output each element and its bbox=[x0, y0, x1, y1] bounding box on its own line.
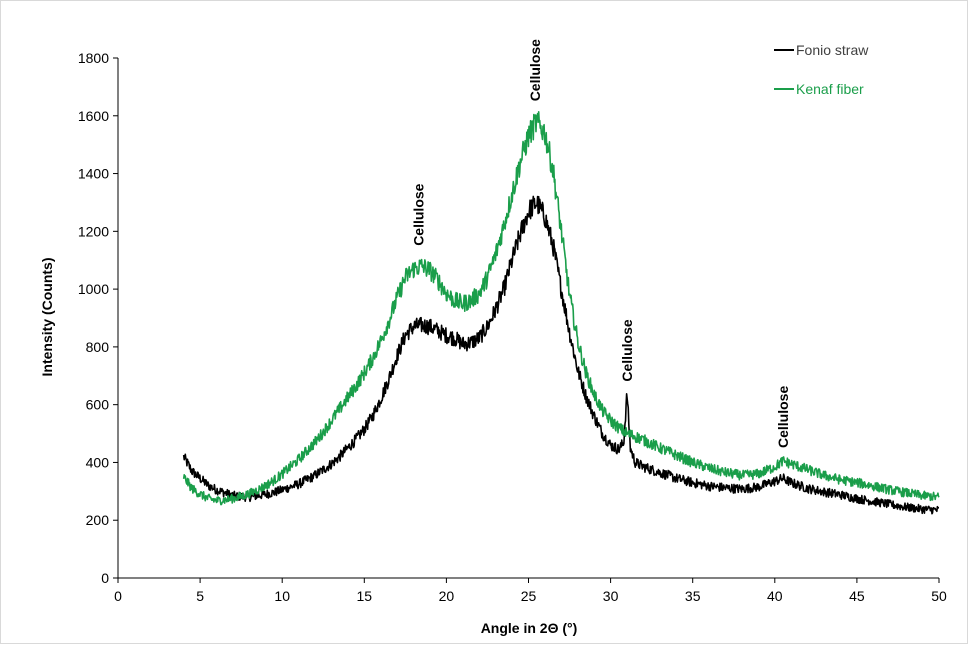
x-tick-label: 20 bbox=[439, 588, 455, 604]
x-tick-label: 15 bbox=[357, 588, 373, 604]
annotation-label: Cellulose bbox=[411, 183, 427, 245]
x-axis-title: Angle in 2Θ (°) bbox=[481, 620, 578, 636]
x-tick-label: 35 bbox=[685, 588, 701, 604]
legend-label-fonio-straw: Fonio straw bbox=[796, 42, 869, 58]
annotation-label: Cellulose bbox=[619, 319, 635, 381]
x-tick-label: 30 bbox=[603, 588, 619, 604]
y-tick-label: 200 bbox=[86, 512, 110, 528]
series-line-fonio-straw bbox=[182, 195, 940, 515]
y-tick-label: 1000 bbox=[78, 281, 109, 297]
y-tick-label: 1800 bbox=[78, 50, 109, 66]
y-tick-label: 1400 bbox=[78, 166, 109, 182]
annotation-label: Cellulose bbox=[527, 39, 543, 101]
annotations: Cellulose Cellulose Cellulose Cellulose bbox=[411, 39, 792, 448]
y-tick-label: 0 bbox=[101, 570, 109, 586]
y-tick-label: 400 bbox=[86, 454, 110, 470]
series-lines bbox=[182, 110, 940, 515]
y-tick-label: 1200 bbox=[78, 223, 109, 239]
legend-label-kenaf-fiber: Kenaf fiber bbox=[796, 81, 864, 97]
legend: Fonio straw Kenaf fiber bbox=[774, 42, 869, 97]
series-line-kenaf-fiber bbox=[182, 110, 940, 506]
x-tick-label: 45 bbox=[849, 588, 865, 604]
x-axis: 0 5 10 15 20 25 30 35 40 45 50 bbox=[114, 577, 947, 604]
y-tick-label: 600 bbox=[86, 397, 110, 413]
x-tick-label: 0 bbox=[114, 588, 122, 604]
y-axis: 0 200 400 600 800 1000 1200 1400 1600 1800 bbox=[78, 50, 119, 586]
y-tick-label: 800 bbox=[86, 339, 110, 355]
y-tick-label: 1600 bbox=[78, 108, 109, 124]
x-tick-label: 10 bbox=[274, 588, 290, 604]
annotation-label: Cellulose bbox=[775, 386, 791, 448]
x-tick-label: 25 bbox=[521, 588, 537, 604]
y-axis-title: Intensity (Counts) bbox=[39, 258, 55, 377]
x-tick-label: 40 bbox=[767, 588, 783, 604]
x-tick-label: 5 bbox=[196, 588, 204, 604]
x-tick-label: 50 bbox=[931, 588, 947, 604]
